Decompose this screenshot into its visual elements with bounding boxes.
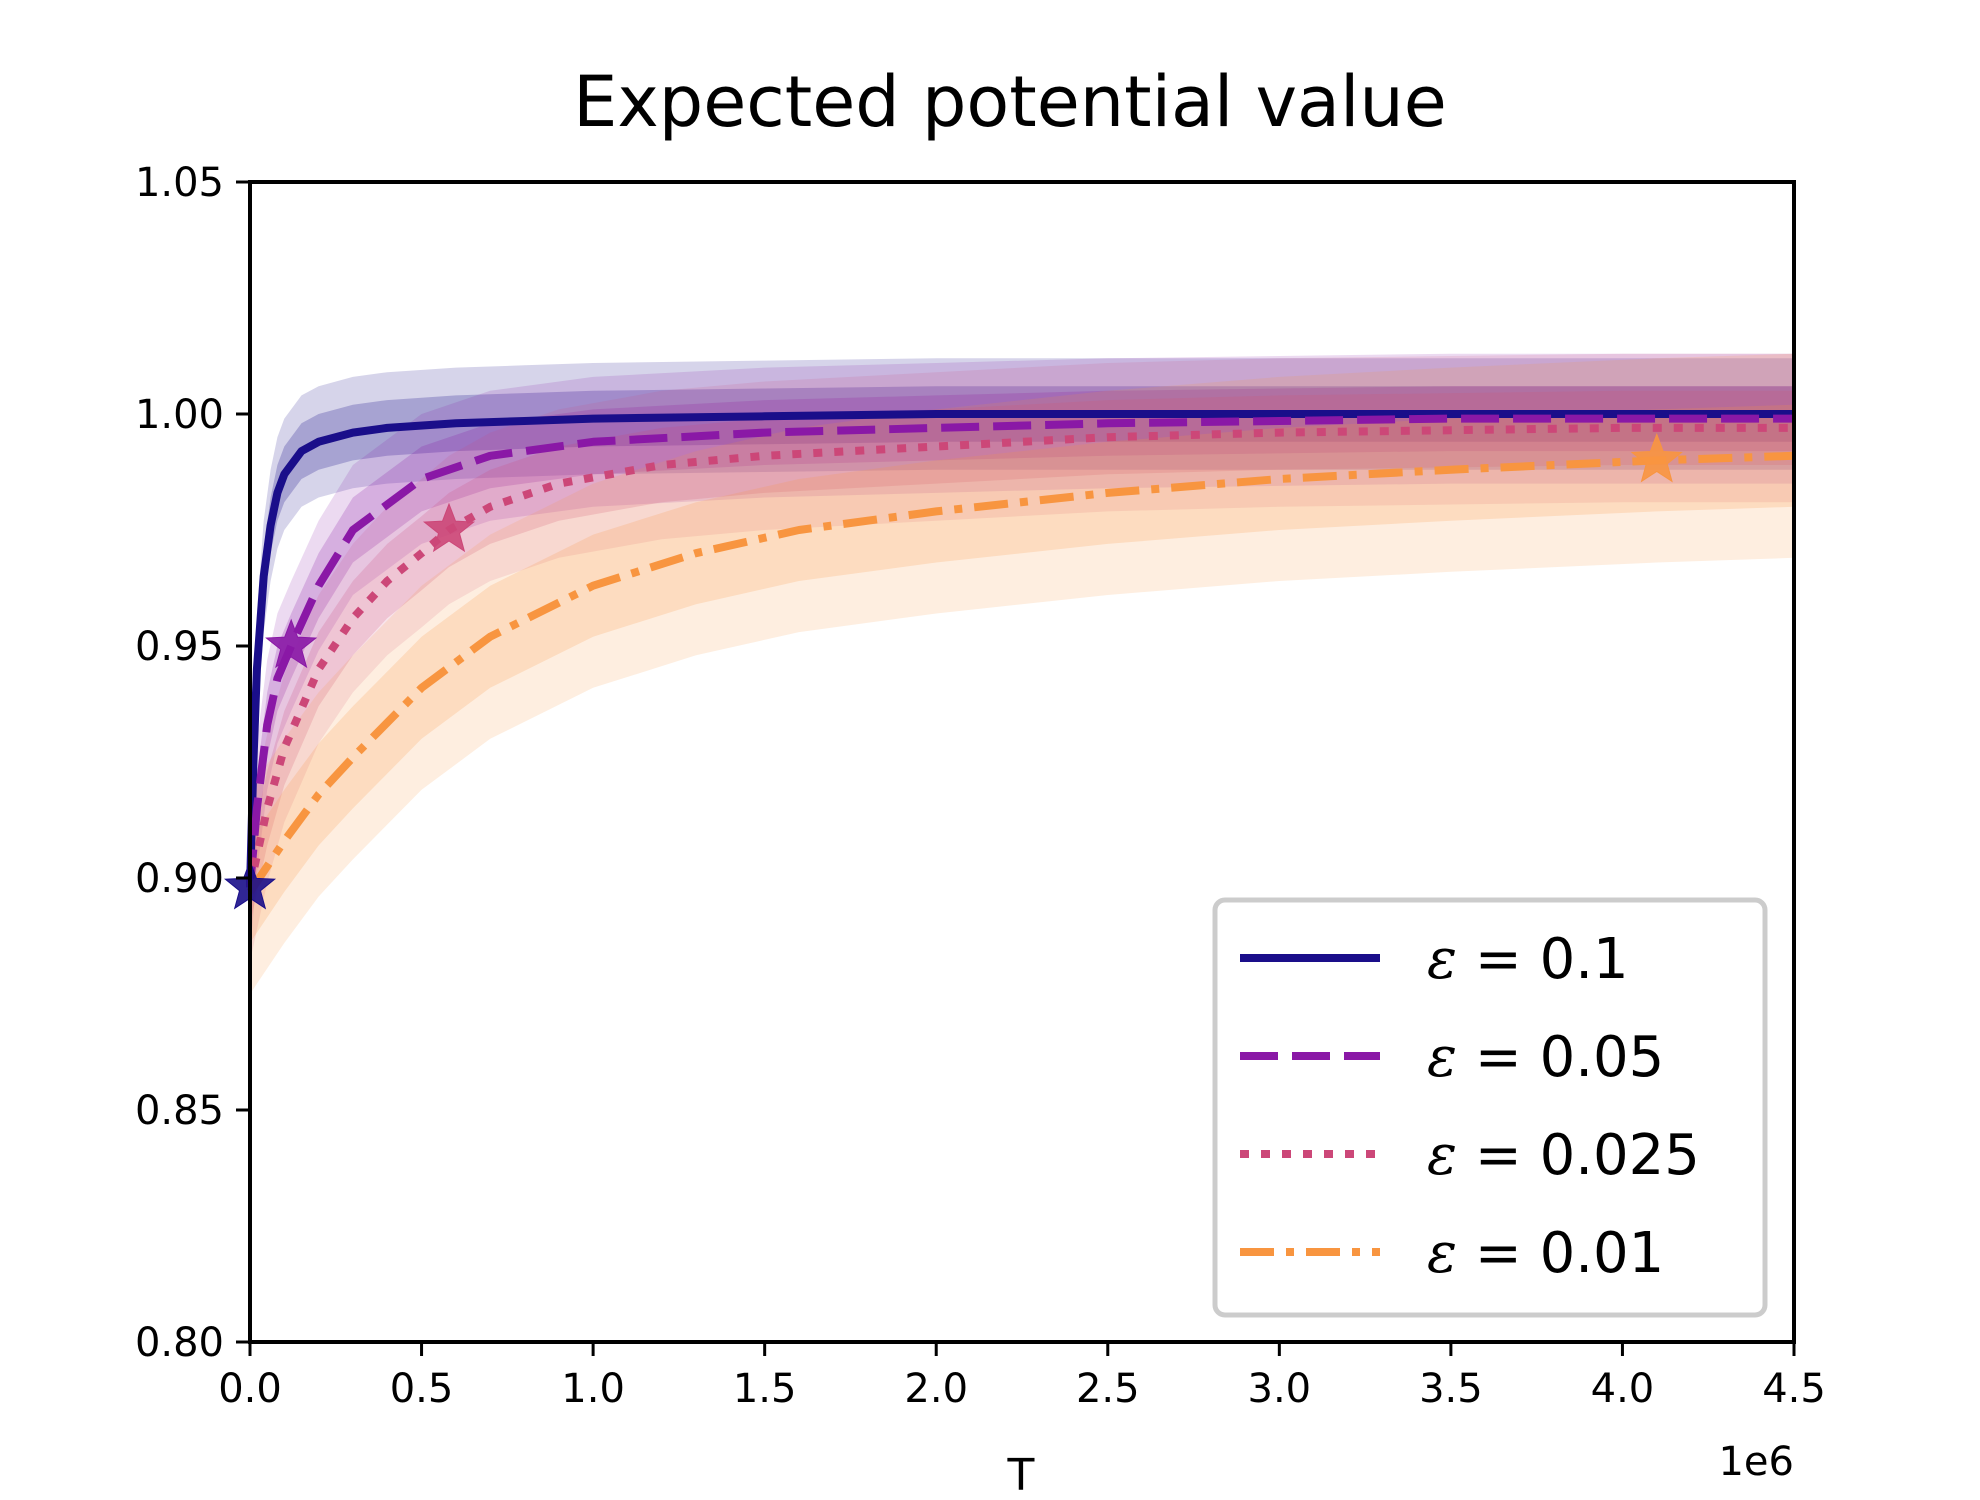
plot-frame <box>248 180 1796 1344</box>
y-tick-label: 0.80 <box>135 1320 224 1366</box>
line-series-2 <box>246 423 1794 889</box>
x-tick-label: 4.0 <box>1591 1366 1655 1412</box>
x-tick-label: 1.5 <box>733 1366 797 1412</box>
x-tick-label: 2.0 <box>904 1366 968 1412</box>
legend: ε = 0.1 ε = 0.05 ε = 0.025 ε = 0.01 <box>1212 897 1768 1318</box>
band-series-1-1 <box>250 386 1794 920</box>
legend-box <box>1212 897 1768 1318</box>
x-axis-label: T <box>1007 1450 1035 1500</box>
band-series-3-1 <box>250 404 1794 943</box>
y-tick-label: 1.00 <box>135 392 224 438</box>
legend-label-2: ε = 0.025 <box>1427 1123 1700 1188</box>
x-tick-label: 3.0 <box>1248 1366 1312 1412</box>
x-tick-label: 0.0 <box>218 1366 282 1412</box>
line-series-0 <box>246 410 1794 888</box>
legend-label-3: ε = 0.01 <box>1427 1221 1664 1286</box>
star-marker-series-3 <box>1630 432 1683 483</box>
band-series-2-0 <box>250 353 1794 962</box>
y-tick-label: 0.85 <box>135 1088 224 1134</box>
series-lines <box>246 410 1795 895</box>
chart-title: Expected potential value <box>573 61 1447 143</box>
y-tick-label: 0.90 <box>135 856 224 902</box>
x-tick-label: 3.5 <box>1419 1366 1483 1412</box>
line-series-1 <box>246 414 1794 888</box>
legend-label-0: ε = 0.1 <box>1427 927 1629 992</box>
x-axis-offset-label: 1e6 <box>1718 1439 1794 1485</box>
band-series-0-1 <box>250 386 1794 916</box>
x-axis: 0.0 0.5 1.0 1.5 2.0 2.5 3.0 3.5 4.0 4.5 <box>218 1342 1826 1412</box>
line-series-3 <box>246 451 1795 895</box>
band-series-3-0 <box>250 353 1794 994</box>
x-tick-label: 1.0 <box>561 1366 625 1412</box>
star-marker-series-2 <box>422 502 476 553</box>
y-tick-label: 1.05 <box>135 160 224 206</box>
x-tick-label: 4.5 <box>1762 1366 1826 1412</box>
x-tick-label: 2.5 <box>1076 1366 1140 1412</box>
band-series-1-0 <box>250 353 1794 953</box>
x-tick-label: 0.5 <box>390 1366 454 1412</box>
y-axis: 0.80 0.85 0.90 0.95 1.00 1.05 <box>135 160 250 1366</box>
band-series-2-1 <box>250 390 1794 925</box>
legend-label-1: ε = 0.05 <box>1427 1025 1664 1090</box>
y-tick-label: 0.95 <box>135 624 224 670</box>
star-marker-series-1 <box>265 618 318 669</box>
